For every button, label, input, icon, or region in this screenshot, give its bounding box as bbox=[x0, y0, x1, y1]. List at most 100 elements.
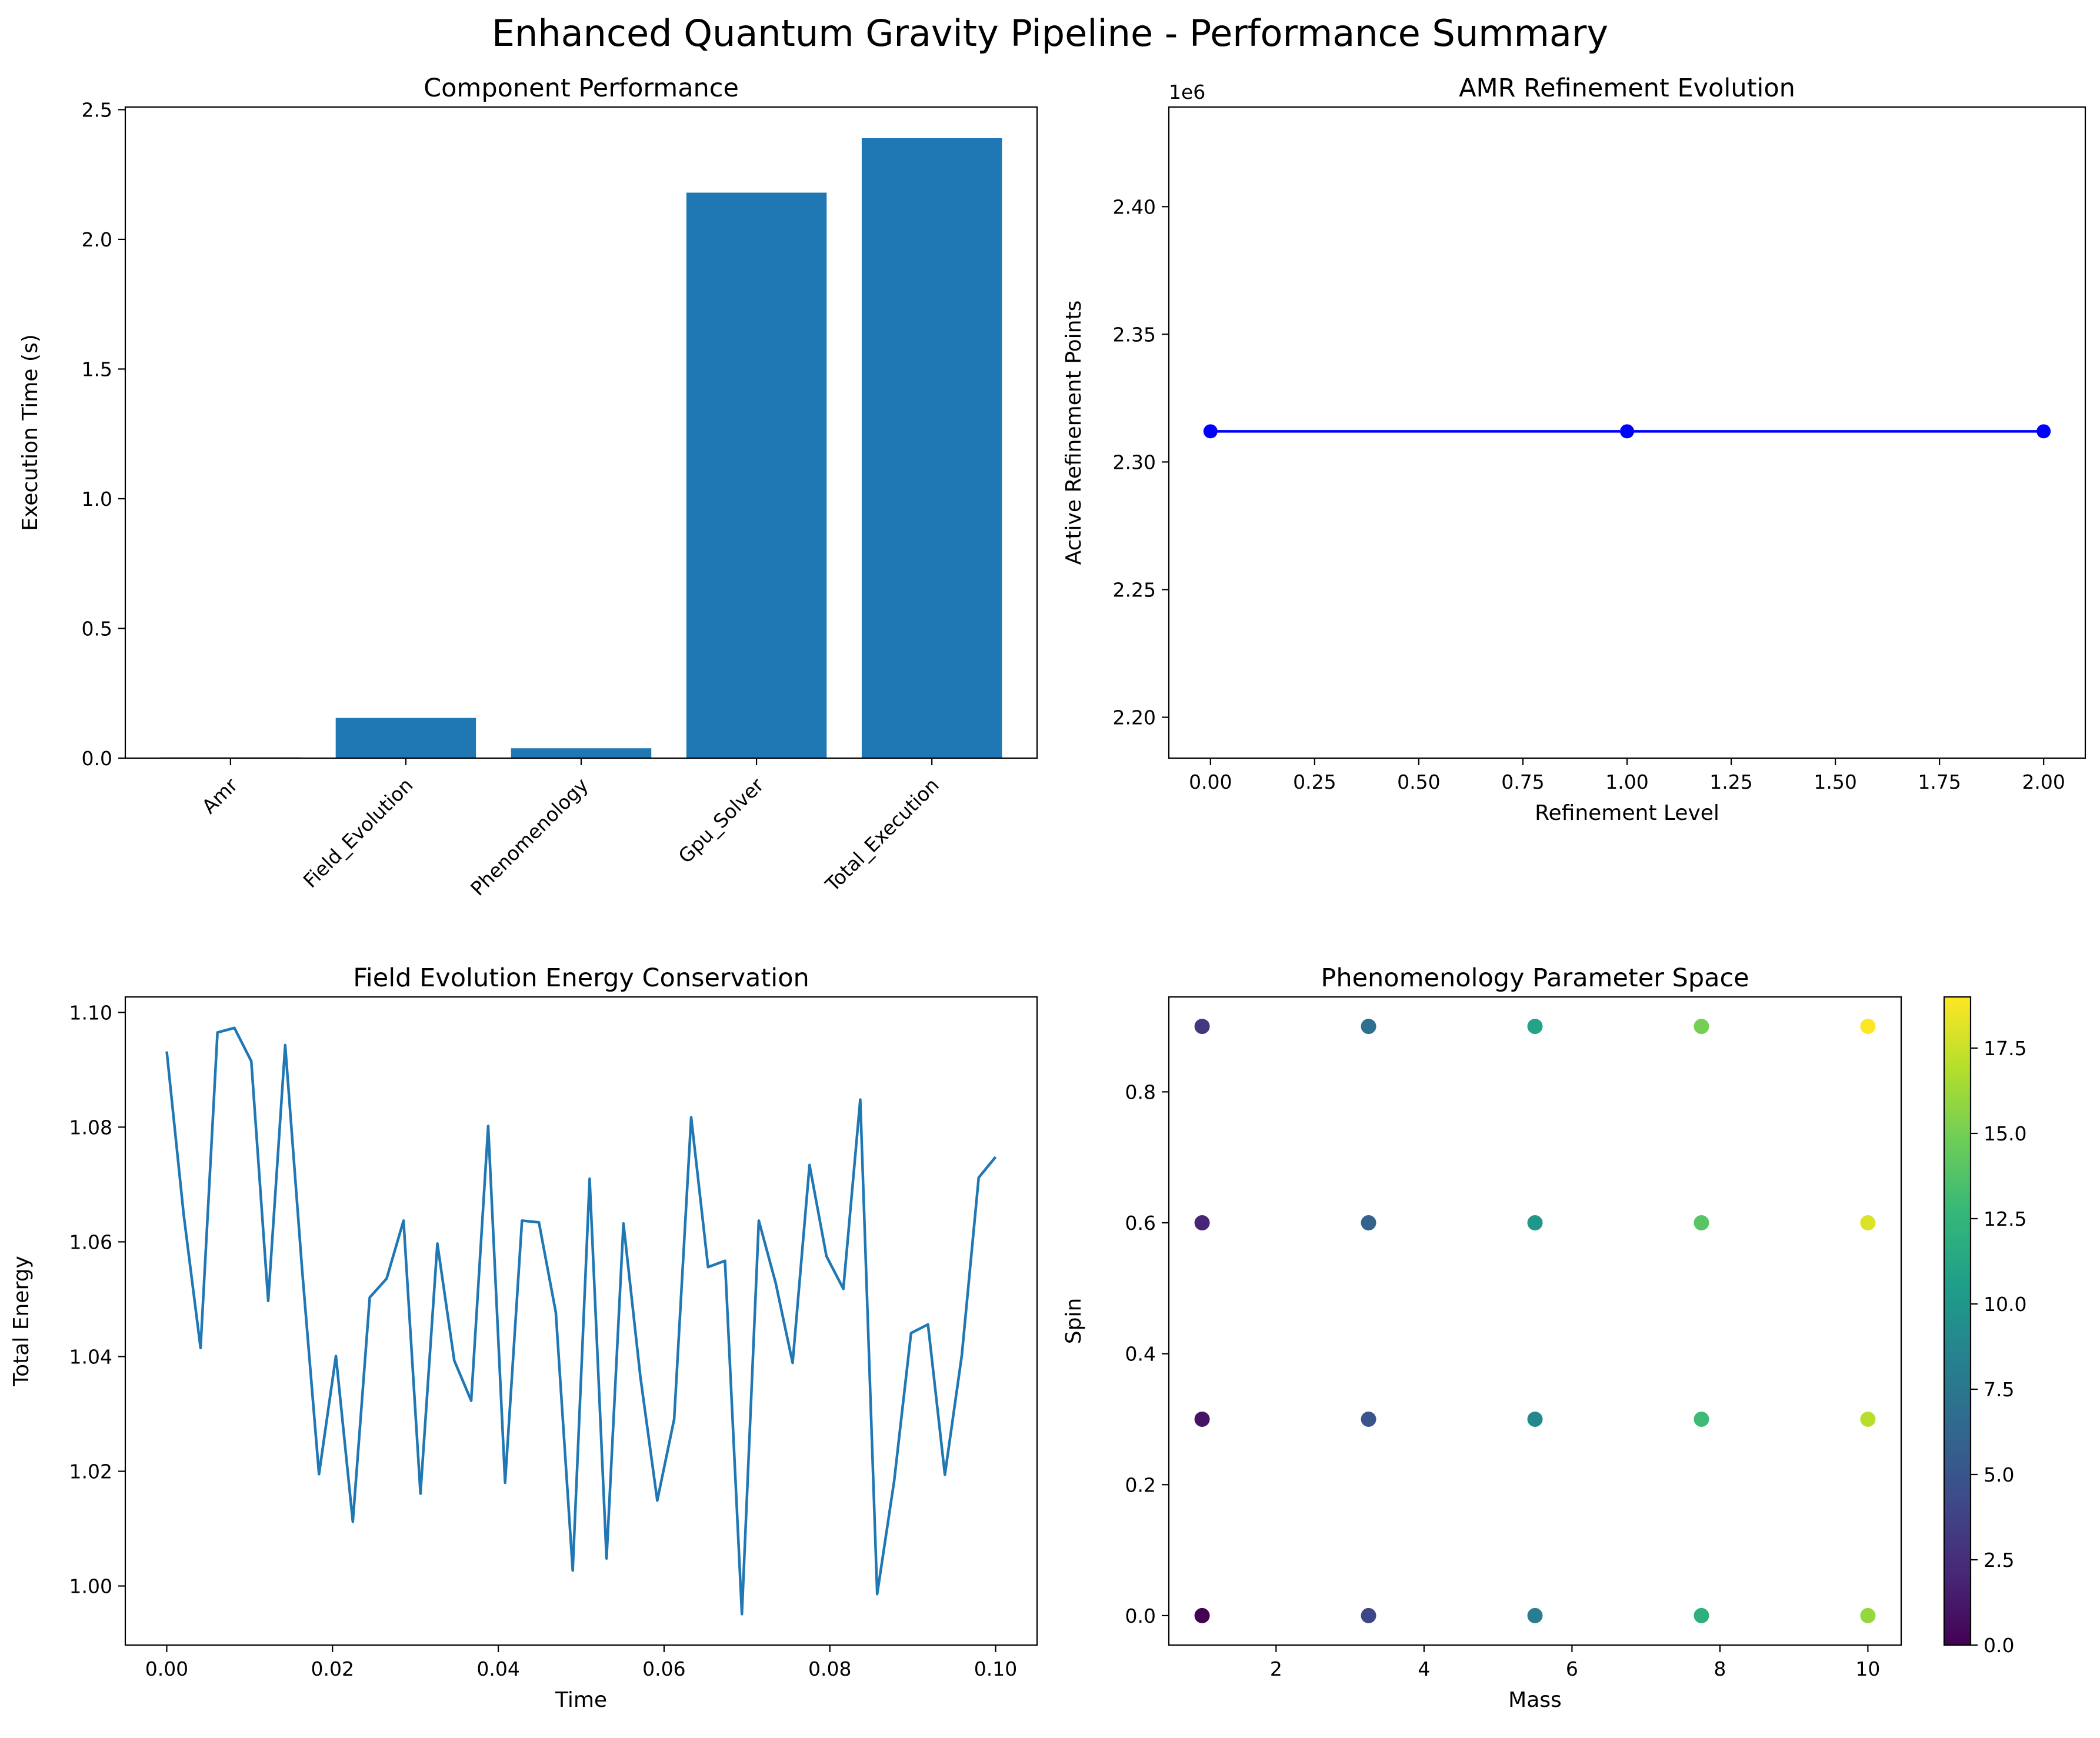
scatter-point bbox=[1194, 1607, 1210, 1623]
y-axis-label: Total Energy bbox=[9, 1256, 34, 1387]
colorbar-tick-label: 2.5 bbox=[1984, 1549, 2014, 1572]
colorbar-tick-label: 7.5 bbox=[1984, 1378, 2014, 1401]
x-tick-label: 0.75 bbox=[1501, 770, 1544, 793]
scatter-point bbox=[1361, 1019, 1376, 1035]
y-tick-label: 0.8 bbox=[1125, 1080, 1156, 1103]
x-tick-label: 1.75 bbox=[1918, 770, 1961, 793]
x-tick-label: 0.08 bbox=[808, 1657, 851, 1680]
x-axis-label: Refinement Level bbox=[1535, 801, 1719, 825]
scatter-point bbox=[1194, 1019, 1210, 1035]
y-tick-label: 1.0 bbox=[82, 488, 112, 511]
amr-point bbox=[2036, 424, 2051, 439]
y-tick-label: 0.0 bbox=[1125, 1604, 1156, 1627]
x-tick-label: Amr bbox=[198, 773, 242, 818]
scatter-point bbox=[1527, 1607, 1543, 1623]
x-tick-label: 0.00 bbox=[145, 1657, 188, 1680]
scatter-point bbox=[1694, 1607, 1709, 1623]
colorbar-tick-label: 5.0 bbox=[1984, 1463, 2014, 1486]
x-tick-label: Gpu_Solver bbox=[674, 773, 768, 868]
bar-phenomenology bbox=[511, 748, 652, 758]
y-tick-label: 2.0 bbox=[82, 228, 112, 251]
y-tick-label: 1.08 bbox=[69, 1116, 112, 1139]
y-tick-label: 1.10 bbox=[69, 1001, 112, 1024]
y-axis-label: Active Refinement Points bbox=[1062, 301, 1086, 565]
y-tick-label: 0.0 bbox=[82, 747, 112, 770]
scatter-point bbox=[1361, 1215, 1376, 1231]
y-tick-label: 2.5 bbox=[82, 98, 112, 121]
x-tick-label: 0.50 bbox=[1397, 770, 1440, 793]
panel-title: Component Performance bbox=[424, 74, 739, 103]
y-tick-label: 0.2 bbox=[1125, 1473, 1156, 1496]
colorbar-tick-label: 12.5 bbox=[1984, 1207, 2026, 1230]
x-tick-label: 6 bbox=[1566, 1657, 1578, 1680]
y-tick-label: 1.5 bbox=[82, 358, 112, 381]
y-tick-label: 0.5 bbox=[82, 617, 112, 640]
y-axis-label: Spin bbox=[1062, 1298, 1086, 1345]
energy-series-line bbox=[165, 1026, 997, 1616]
x-tick-label: 2.00 bbox=[2022, 770, 2065, 793]
x-tick-label: 0.10 bbox=[974, 1657, 1017, 1680]
amr-point bbox=[1620, 424, 1634, 439]
scatter-point bbox=[1860, 1019, 1876, 1035]
bar-gpu-solver bbox=[686, 192, 827, 758]
bar-total-execution bbox=[861, 138, 1002, 758]
x-tick-label: Phenomenology bbox=[466, 773, 592, 900]
x-tick-label: 2 bbox=[1270, 1657, 1282, 1680]
x-tick-label: 0.00 bbox=[1189, 770, 1232, 793]
x-axis-label: Mass bbox=[1508, 1688, 1562, 1712]
x-tick-label: 0.02 bbox=[311, 1657, 354, 1680]
y-tick-label: 1.06 bbox=[69, 1230, 112, 1253]
y-tick-label: 2.25 bbox=[1113, 578, 1156, 601]
x-tick-label: 1.50 bbox=[1814, 770, 1856, 793]
y-tick-label: 2.30 bbox=[1113, 451, 1156, 473]
figure-suptitle: Enhanced Quantum Gravity Pipeline - Perf… bbox=[492, 12, 1608, 55]
panel-title: Phenomenology Parameter Space bbox=[1321, 963, 1749, 993]
x-tick-label: Total_Execution bbox=[821, 773, 944, 896]
y-tick-label: 1.00 bbox=[69, 1575, 112, 1598]
scatter-point bbox=[1860, 1607, 1876, 1623]
panel-title: Field Evolution Energy Conservation bbox=[353, 963, 809, 993]
x-tick-label: 4 bbox=[1418, 1657, 1430, 1680]
panel-phenomenology-parameter-space: 0.0 0.2 0.4 0.6 0.8 2 4 6 8 10 Spin Mass Phenomenolo… bbox=[1062, 963, 2026, 1712]
y-tick-label: 0.4 bbox=[1125, 1343, 1156, 1366]
x-axis-label: Time bbox=[555, 1688, 607, 1712]
scatter-point bbox=[1527, 1019, 1543, 1035]
panel-amr-refinement-evolution: 2.20 2.25 2.30 2.35 2.40 0.00 0.25 0.50 0.75 1.00… bbox=[1062, 74, 2086, 825]
x-tick-label: Field_Evolution bbox=[299, 773, 418, 892]
panel-field-evolution-energy: 1.00 1.02 1.04 1.06 1.08 1.10 0.00 0.02 0.04 0.06… bbox=[9, 963, 1038, 1712]
x-tick-label: 0.06 bbox=[642, 1657, 685, 1680]
scatter-point bbox=[1527, 1411, 1543, 1427]
bar-field-evolution bbox=[335, 718, 476, 758]
colorbar bbox=[1943, 996, 1972, 1646]
x-tick-label: 1.00 bbox=[1605, 770, 1648, 793]
colorbar-tick-label: 15.0 bbox=[1984, 1122, 2026, 1145]
scatter-point bbox=[1361, 1607, 1376, 1623]
scatter-point bbox=[1860, 1411, 1876, 1427]
y-tick-label: 1.02 bbox=[69, 1460, 112, 1483]
scatter-point bbox=[1694, 1215, 1709, 1231]
x-tick-label: 0.25 bbox=[1293, 770, 1336, 793]
scatter-axes-frame bbox=[1168, 996, 1902, 1646]
scatter-point bbox=[1694, 1019, 1709, 1035]
y-tick-label: 2.40 bbox=[1113, 195, 1156, 218]
x-tick-label: 0.04 bbox=[476, 1657, 519, 1680]
scatter-point bbox=[1194, 1411, 1210, 1427]
y-axis-label: Execution Time (s) bbox=[18, 334, 42, 531]
colorbar-tick-label: 17.5 bbox=[1984, 1037, 2026, 1060]
scatter-point bbox=[1361, 1411, 1376, 1427]
scatter-point bbox=[1527, 1215, 1543, 1231]
y-tick-label: 2.35 bbox=[1113, 323, 1156, 346]
amr-point bbox=[1203, 424, 1218, 439]
scatter-point bbox=[1860, 1215, 1876, 1231]
colorbar-tick-label: 0.0 bbox=[1984, 1634, 2014, 1657]
scatter-point bbox=[1194, 1215, 1210, 1231]
x-tick-label: 1.25 bbox=[1709, 770, 1752, 793]
x-tick-label: 10 bbox=[1855, 1657, 1880, 1680]
y-tick-label: 0.6 bbox=[1125, 1212, 1156, 1235]
scatter-point bbox=[1694, 1411, 1709, 1427]
panel-title: AMR Refinement Evolution bbox=[1459, 74, 1795, 103]
y-offset-label: 1e6 bbox=[1169, 81, 1205, 104]
y-tick-label: 2.20 bbox=[1113, 706, 1156, 729]
panel-component-performance: 0.0 0.5 1.0 1.5 2.0 2.5 Amr Field_Evolution Phen… bbox=[18, 74, 1038, 900]
